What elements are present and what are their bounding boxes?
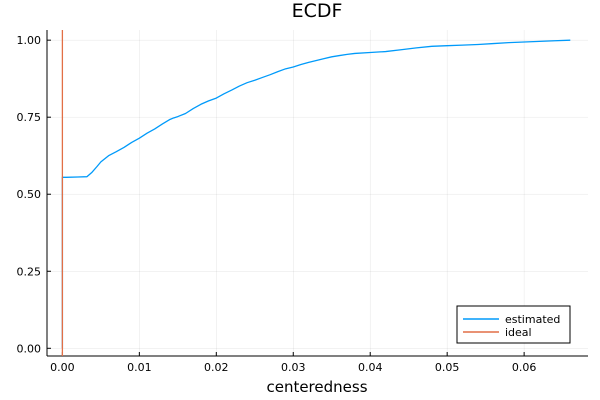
x-tick-label: 0.02: [204, 361, 229, 374]
chart-title: ECDF: [292, 0, 343, 22]
legend-label-estimated: estimated: [505, 313, 560, 326]
tick-labels: 0.00 0.01 0.02 0.03 0.04 0.05 0.06 0.00 0.25 0.50…: [17, 34, 537, 374]
legend-box: [456, 305, 571, 344]
series-layer: [61, 30, 571, 356]
x-tick-label: 0.04: [358, 361, 383, 374]
x-tick-label: 0.06: [512, 361, 537, 374]
y-tick-label: 0.75: [17, 111, 42, 124]
y-tick-label: 0.25: [17, 265, 42, 278]
x-tick-label: 0.01: [127, 361, 152, 374]
legend-label-ideal: ideal: [505, 326, 532, 339]
y-tick-label: 1.00: [17, 34, 42, 47]
grid: [47, 30, 588, 356]
x-tick-label: 0.00: [50, 361, 75, 374]
y-tick-label: 0.00: [17, 342, 42, 355]
x-tick-label: 0.03: [281, 361, 306, 374]
y-tick-label: 0.50: [17, 188, 42, 201]
x-tick-label: 0.05: [435, 361, 460, 374]
legend: estimated ideal: [456, 305, 571, 344]
series-line-estimated: [61, 39, 571, 349]
x-axis-label: centeredness: [266, 378, 367, 396]
